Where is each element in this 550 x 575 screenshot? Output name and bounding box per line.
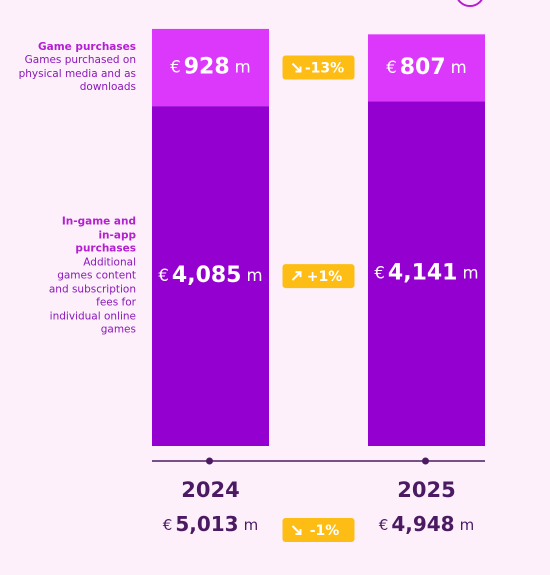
currency: €	[374, 263, 385, 282]
change-badge: +1%	[282, 264, 355, 289]
change-badge: -13%	[282, 55, 355, 80]
amount: €5,013 m	[163, 512, 258, 536]
year-label: 2025	[397, 478, 455, 502]
unit: m	[235, 57, 251, 76]
currency: €	[170, 57, 181, 76]
bar-segment	[152, 28, 269, 107]
currency: €	[163, 516, 173, 534]
currency: €	[379, 516, 389, 534]
decoration	[457, 0, 483, 7]
amount: €807 m	[386, 55, 467, 80]
currency: €	[158, 266, 169, 285]
arrow	[291, 271, 302, 281]
amount-value: 5,013	[175, 512, 238, 536]
change-label: -13%	[305, 61, 344, 77]
series-name: In-game and in-app purchases	[61, 215, 136, 255]
year-label: 2024	[181, 478, 239, 502]
badge-bg	[282, 264, 355, 289]
unit: m	[463, 263, 479, 282]
amount: €4,085 m	[158, 263, 262, 288]
arrow	[291, 525, 302, 535]
unit: m	[451, 57, 467, 76]
change-badge: -1%	[282, 518, 355, 542]
unit: m	[460, 516, 475, 534]
series-label: Game purchases Games purchased on physica…	[11, 41, 136, 95]
amount-value: 807	[400, 55, 446, 80]
change-label: -1%	[310, 523, 340, 539]
amount-value: 4,948	[391, 512, 454, 536]
amount-value: 4,141	[388, 261, 458, 286]
amount-value: 928	[184, 55, 230, 80]
bar-segment	[152, 106, 269, 447]
amount-value: 4,085	[172, 263, 242, 288]
change-label: +1%	[307, 269, 343, 285]
series-label: In-game and in-app purchases Additional g…	[11, 215, 136, 337]
badge-bg	[282, 55, 355, 80]
currency: €	[386, 57, 397, 76]
amount: €928 m	[170, 55, 251, 80]
unit: m	[244, 516, 259, 534]
series-name: Game purchases	[38, 40, 136, 53]
badge-bg	[282, 518, 355, 542]
series-description: Games purchased on physical media and as…	[18, 54, 136, 94]
bar-segment	[368, 101, 485, 446]
bar-segment	[368, 34, 485, 102]
unit: m	[247, 266, 263, 285]
series-description: Additional games content and subscriptio…	[48, 255, 136, 336]
amount: €4,141 m	[374, 261, 478, 286]
amount: €4,948 m	[379, 512, 474, 536]
arrow	[291, 62, 302, 73]
